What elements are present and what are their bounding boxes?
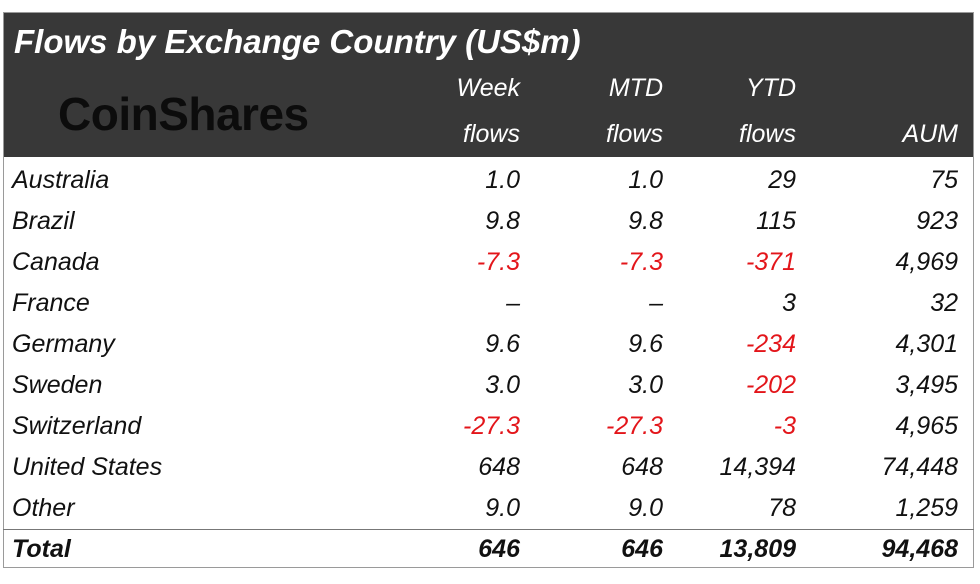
cell: 923 xyxy=(916,207,958,235)
row-label: Canada xyxy=(12,248,100,276)
cell: 32 xyxy=(930,289,958,317)
total-cell: 646 xyxy=(621,535,663,563)
cell: 4,969 xyxy=(895,248,958,276)
cell: -27.3 xyxy=(606,412,663,440)
cell: -234 xyxy=(745,330,796,358)
cell: 9.8 xyxy=(628,207,663,235)
cell: 9.0 xyxy=(485,494,520,522)
table-border xyxy=(3,12,974,568)
column-header: flows xyxy=(606,120,663,148)
total-label: Total xyxy=(12,535,71,563)
cell: -371 xyxy=(745,248,796,276)
row-label: Australia xyxy=(12,166,110,194)
cell: 3.0 xyxy=(628,371,663,399)
row-label: United States xyxy=(12,453,163,481)
cell: – xyxy=(506,289,520,317)
cell: 1.0 xyxy=(628,166,663,194)
cell: 4,301 xyxy=(895,330,958,358)
cell: 3,495 xyxy=(895,371,958,399)
row-label: France xyxy=(12,289,90,317)
cell: -7.3 xyxy=(619,248,663,276)
cell: 9.8 xyxy=(485,207,520,235)
cell: 9.6 xyxy=(628,330,663,358)
header-band xyxy=(3,12,974,157)
cell: 14,394 xyxy=(719,453,796,481)
total-cell: 646 xyxy=(478,535,520,563)
logo: CoinShares xyxy=(58,88,309,140)
total-cell: 94,468 xyxy=(881,535,958,563)
cell: 3 xyxy=(782,289,796,317)
cell: -27.3 xyxy=(463,412,520,440)
cell: 75 xyxy=(930,166,958,194)
cell: 78 xyxy=(768,494,796,522)
cell: 648 xyxy=(478,453,520,481)
cell: 648 xyxy=(621,453,663,481)
cell: 74,448 xyxy=(881,453,958,481)
column-header: flows xyxy=(463,120,520,148)
row-label: Germany xyxy=(12,330,115,358)
cell: -202 xyxy=(745,371,796,399)
column-header: AUM xyxy=(902,120,958,148)
cell: – xyxy=(649,289,663,317)
cell: 1.0 xyxy=(485,166,520,194)
total-rule xyxy=(3,529,974,530)
cell: 1,259 xyxy=(895,494,958,522)
cell: 9.6 xyxy=(485,330,520,358)
cell: 9.0 xyxy=(628,494,663,522)
title: Flows by Exchange Country (US$m) xyxy=(14,23,581,60)
row-label: Brazil xyxy=(12,207,75,235)
row-label: Switzerland xyxy=(12,412,142,440)
column-header: Week xyxy=(456,74,520,102)
column-header: MTD xyxy=(608,74,663,102)
column-header: YTD xyxy=(746,74,796,102)
column-header: flows xyxy=(739,120,796,148)
row-label: Sweden xyxy=(12,371,103,399)
cell: -3 xyxy=(773,412,796,440)
cell: 29 xyxy=(768,166,796,194)
cell: 115 xyxy=(756,207,796,235)
total-cell: 13,809 xyxy=(719,535,796,563)
cell: -7.3 xyxy=(476,248,520,276)
cell: 4,965 xyxy=(895,412,958,440)
row-label: Other xyxy=(12,494,75,522)
cell: 3.0 xyxy=(485,371,520,399)
